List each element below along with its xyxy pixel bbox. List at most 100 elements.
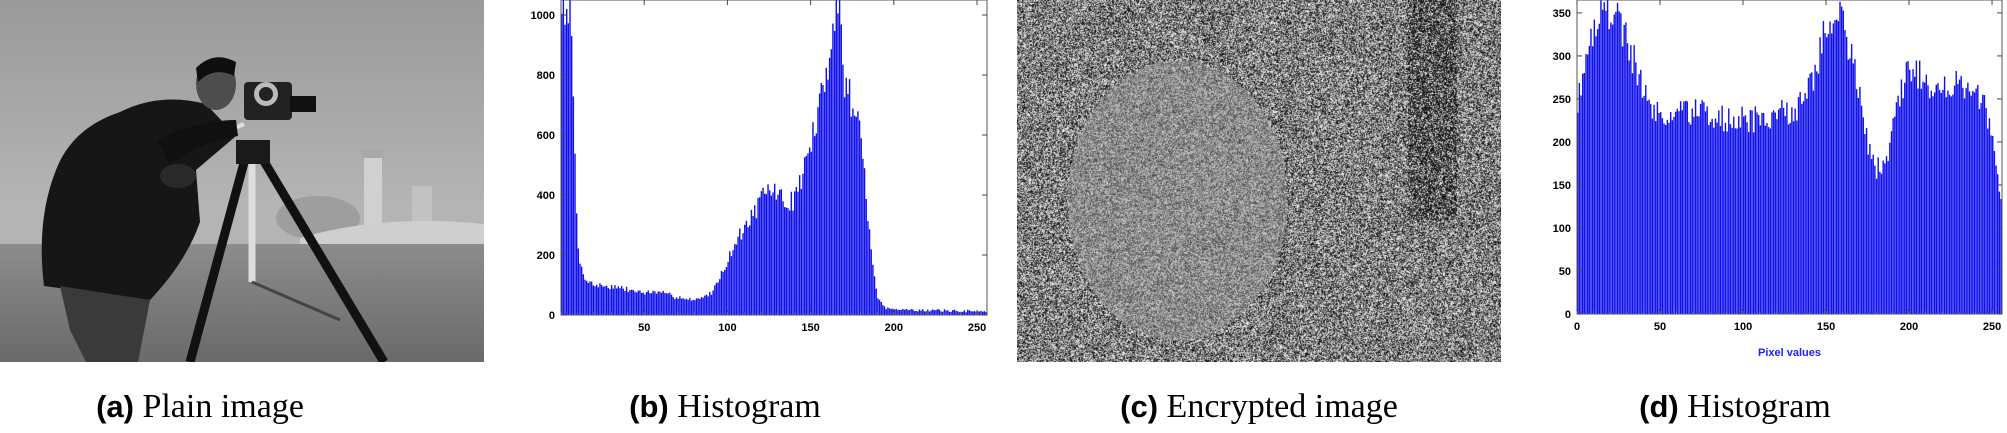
histogram-bar (828, 57, 831, 315)
histogram-bar (1875, 178, 1878, 314)
histogram-bar (669, 292, 671, 315)
histogram-bar (1865, 127, 1868, 314)
histogram-bar (1849, 58, 1851, 314)
histogram-bar (724, 269, 726, 315)
histogram-bar (1889, 142, 1891, 314)
histogram-bar (1769, 128, 1771, 314)
caption-text: Encrypted image (1166, 388, 1398, 425)
histogram-bar (1663, 123, 1665, 314)
histogram-bar (962, 311, 964, 315)
histogram-bar (1711, 118, 1713, 315)
histogram-bar (1618, 11, 1620, 315)
histogram-bar (727, 261, 729, 315)
histogram-bar (1628, 60, 1630, 314)
histogram-bar (574, 153, 576, 315)
histogram-bar (777, 194, 779, 315)
histogram-bar (1972, 91, 1974, 314)
histogram-bar (1950, 96, 1952, 314)
histogram-bar (667, 293, 669, 315)
y-tick-label: 0 (549, 310, 555, 322)
histogram-bar (850, 116, 852, 316)
histogram-bar (1879, 171, 1881, 314)
histogram-bar (1743, 116, 1745, 314)
histogram-bar (793, 191, 796, 315)
histogram-bar (1694, 99, 1697, 314)
histogram-bar (818, 93, 821, 315)
histogram-bar (1998, 191, 2001, 314)
histogram-bar (862, 158, 864, 315)
histogram-bar (1650, 103, 1652, 314)
histogram-bar (787, 208, 789, 315)
histogram-bar (699, 298, 701, 315)
histogram-bar (1741, 106, 1743, 314)
histogram-bar (1945, 97, 1947, 314)
histogram-bar (1577, 112, 1579, 315)
histogram-bar (650, 293, 653, 315)
histogram-bar (1809, 73, 1811, 314)
histogram-bar (590, 281, 593, 315)
histogram-bar (605, 285, 608, 315)
histogram-bar (1686, 101, 1688, 314)
caption-tag: (d) (1639, 389, 1679, 424)
histogram-bar (1754, 106, 1757, 314)
histogram-bar (577, 248, 580, 315)
histogram-bar (1947, 90, 1949, 314)
histogram-bar (840, 24, 842, 316)
histogram-bar (873, 276, 876, 315)
histogram-bar (722, 271, 724, 315)
histogram-bar (627, 292, 629, 315)
plot-frame (560, 0, 988, 316)
histogram-bar (652, 290, 654, 315)
histogram-bar (1635, 62, 1637, 314)
histogram-bar (843, 97, 846, 315)
histogram-bar (767, 184, 769, 315)
caption-tag: (c) (1120, 389, 1159, 424)
histogram-bar (617, 286, 619, 315)
histogram-bar (619, 288, 621, 315)
histogram-bar (1689, 124, 1692, 314)
histogram-bar (1801, 103, 1803, 314)
histogram-bar (760, 191, 763, 315)
histogram-bar (637, 290, 639, 315)
histogram-bar (659, 291, 661, 315)
x-tick-label: 250 (968, 322, 986, 334)
histogram-bar (675, 297, 678, 315)
histogram-bar (1757, 115, 1760, 314)
histogram-bar (1831, 33, 1833, 315)
histogram-bar (709, 291, 711, 315)
histogram-bar (1819, 37, 1821, 315)
histogram-bar (1854, 59, 1856, 315)
histogram-bar (870, 249, 872, 315)
histogram-bar (1772, 110, 1775, 314)
histogram-bar (1746, 122, 1748, 314)
histogram-bar (1980, 103, 1982, 314)
histogram-bar (582, 274, 585, 315)
histogram-bar (812, 122, 814, 316)
histogram-bar (920, 310, 922, 315)
histogram-bar (1962, 87, 1964, 315)
histogram-bar (1761, 112, 1763, 314)
histogram-bar (1938, 90, 1941, 314)
histogram-bar (1591, 46, 1594, 314)
histogram-bar (1787, 124, 1790, 315)
histogram-bar (1824, 33, 1826, 315)
histogram-bar (973, 311, 976, 315)
histogram-bar (847, 93, 849, 316)
histogram-bar (1724, 122, 1727, 314)
histogram-bar (1897, 95, 1899, 314)
histogram-bar (800, 188, 803, 315)
histogram-bar (857, 111, 859, 315)
histogram-bar (1640, 69, 1642, 314)
histogram-bar (1678, 111, 1680, 314)
caption-b: (b) Histogram (500, 388, 950, 432)
histogram-bar (1917, 88, 1919, 314)
histogram-bar (670, 294, 673, 315)
histogram-bar (677, 298, 679, 315)
histogram-bar (1630, 45, 1632, 315)
histogram-bar (1666, 119, 1669, 314)
histogram-bar (1621, 46, 1624, 314)
histogram-bar (1581, 73, 1584, 314)
histogram-bar (882, 305, 884, 315)
histogram-bar (570, 36, 573, 315)
histogram-bar (700, 297, 703, 315)
